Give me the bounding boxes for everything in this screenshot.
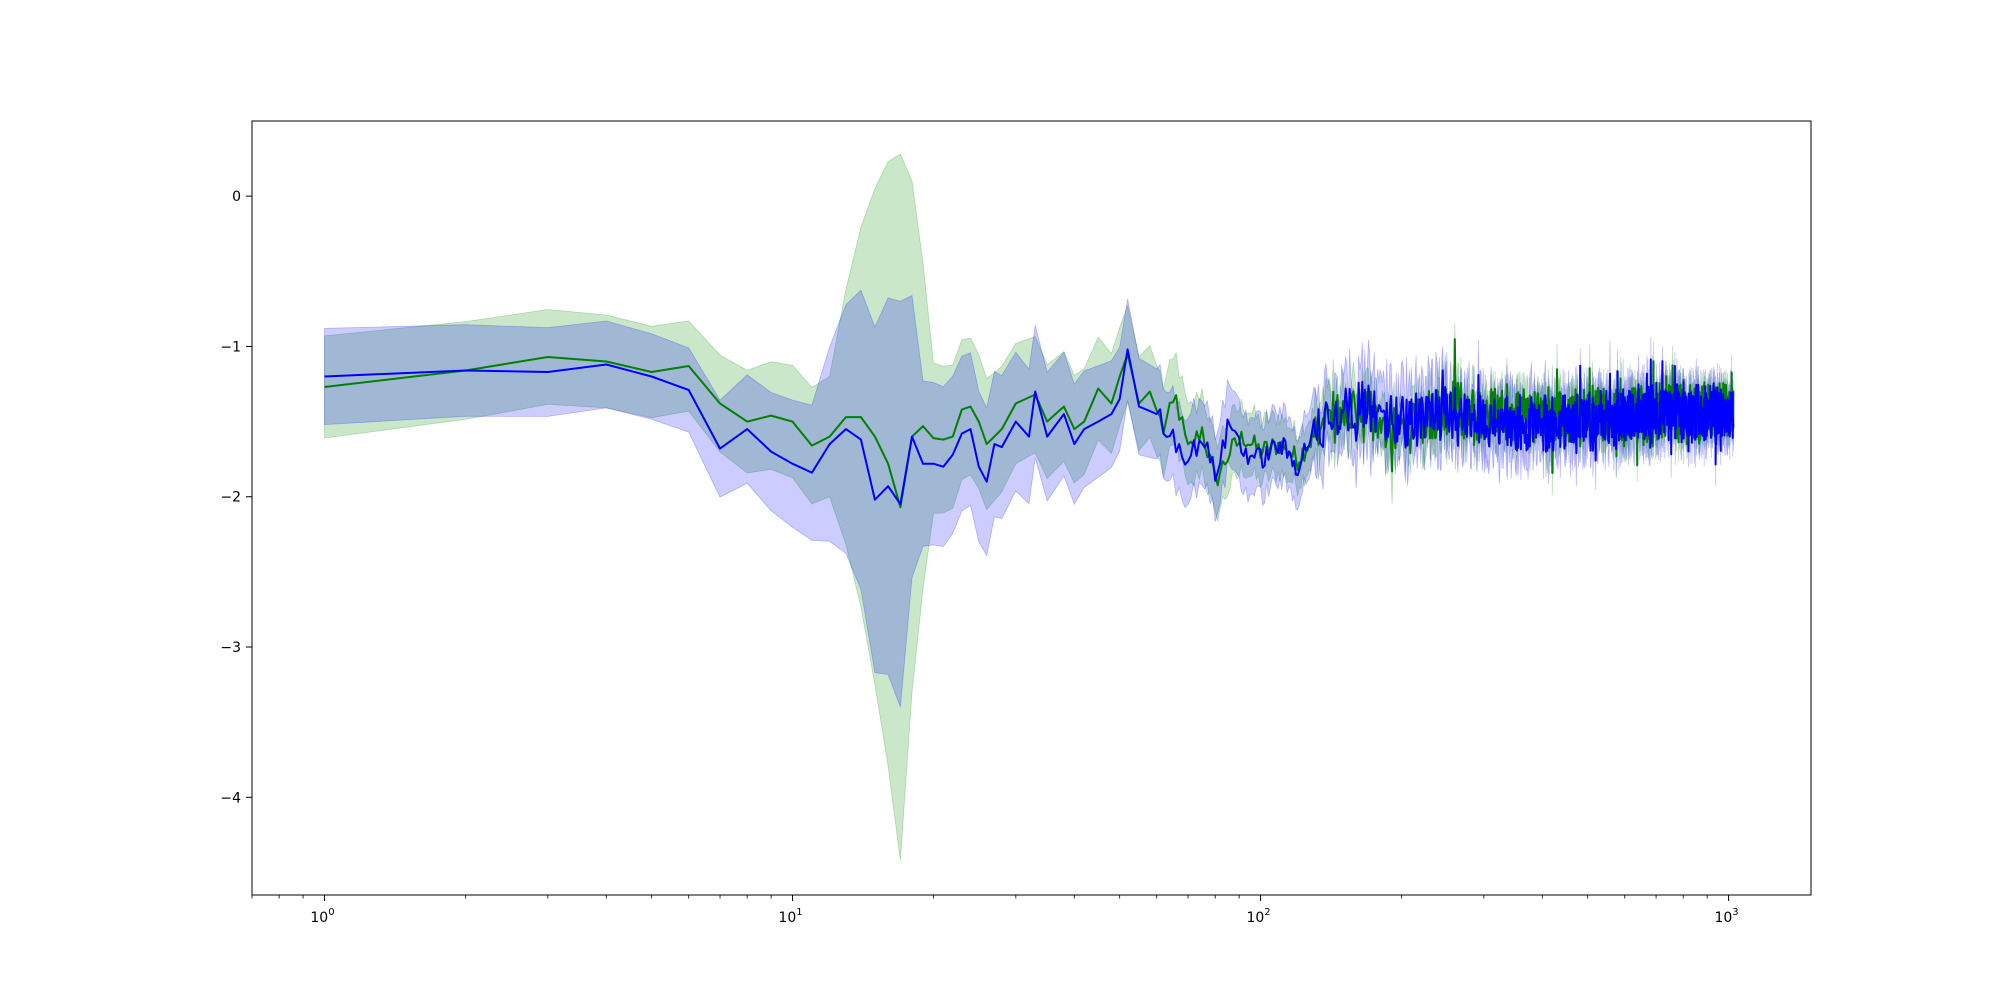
series-2-band	[324, 289, 1734, 708]
x-tick-label: 102	[1246, 907, 1270, 926]
plot-area-frame	[251, 120, 1812, 896]
y-tick-label: −1	[220, 339, 241, 355]
x-tick-label: 101	[778, 907, 802, 926]
x-tick-label: 100	[310, 907, 334, 926]
series-2-line	[324, 348, 1735, 506]
y-tick-label: 0	[232, 189, 241, 205]
y-tick-label: −2	[220, 490, 241, 506]
x-axis: 100 101 102 103	[251, 895, 1739, 926]
y-tick-label: −4	[220, 790, 241, 806]
x-tick-label: 103	[1714, 907, 1738, 926]
y-tick-label: −3	[220, 640, 241, 656]
y-axis: 0 −1 −2 −3 −4	[220, 189, 252, 806]
series-lines	[324, 338, 1735, 509]
